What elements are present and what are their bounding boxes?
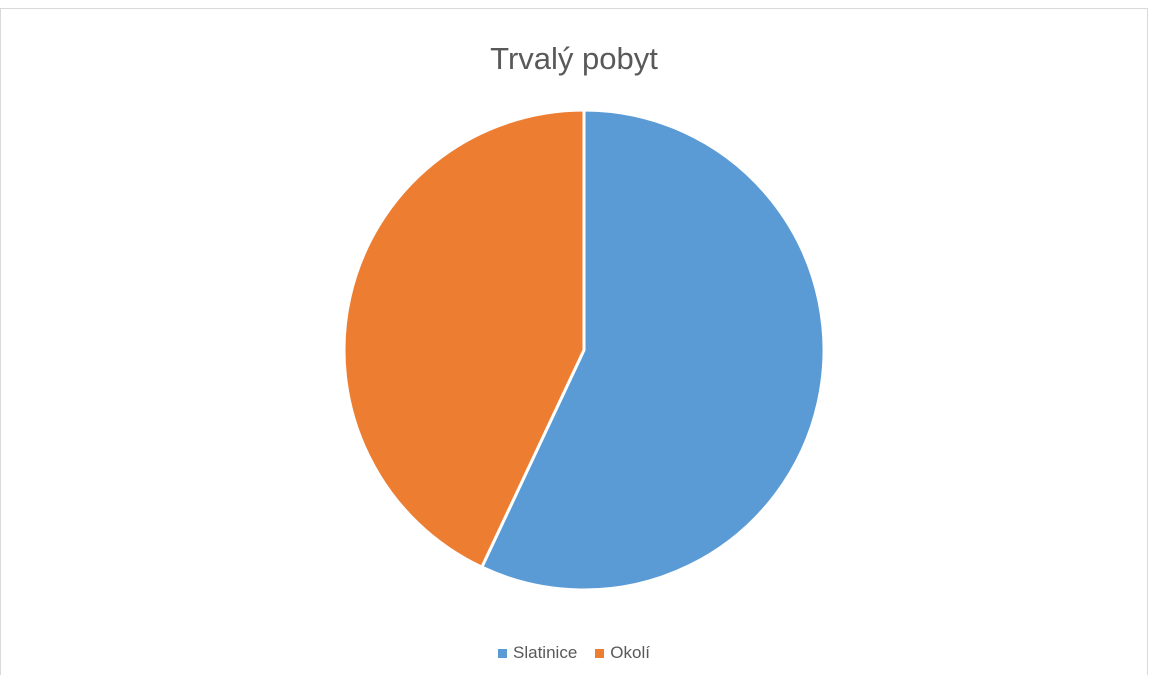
pie-slice-slatinice <box>480 108 826 592</box>
chart-area: Trvalý pobyt Slatinice Okolí <box>0 8 1148 675</box>
legend-label-okoli: Okolí <box>610 643 650 662</box>
pie-slice-okoli <box>342 108 586 569</box>
legend-label-slatinice: Slatinice <box>513 643 578 662</box>
legend-item-slatinice: Slatinice <box>498 643 577 663</box>
chart-title: Trvalý pobyt <box>490 41 658 76</box>
legend-item-okoli: Okolí <box>595 643 650 663</box>
legend-swatch-slatinice <box>498 648 508 658</box>
legend: Slatinice Okolí <box>1 643 1147 663</box>
legend-swatch-okoli <box>595 648 605 658</box>
pie-chart <box>342 108 826 592</box>
